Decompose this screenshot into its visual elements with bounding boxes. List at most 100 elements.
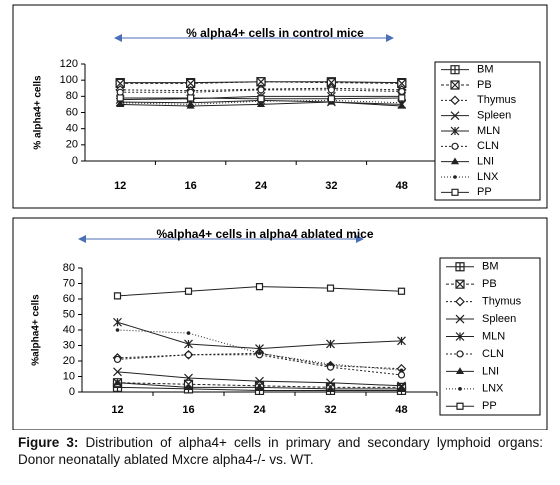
marker-part <box>255 283 264 291</box>
y-tick-label: 60 <box>66 106 78 118</box>
marker <box>398 87 406 96</box>
marker <box>450 126 460 136</box>
marker <box>455 296 465 307</box>
caption: Figure 3: Distribution of alpha4+ cells … <box>18 434 543 468</box>
marker <box>455 314 465 324</box>
marker-part <box>113 367 122 377</box>
marker-part <box>397 78 407 88</box>
legend-label: CLN <box>477 140 499 152</box>
marker-part <box>115 78 125 88</box>
legend-label: LNI <box>477 156 494 168</box>
marker-part <box>186 331 191 335</box>
marker <box>256 77 266 87</box>
marker <box>456 350 464 358</box>
y-axis-label: % alpha4+ cells <box>33 75 44 150</box>
marker-part <box>455 296 465 307</box>
marker-part <box>184 351 193 359</box>
marker-part <box>326 78 336 88</box>
marker <box>255 283 264 291</box>
marker-part <box>397 371 406 379</box>
marker <box>455 262 465 272</box>
legend-label: PB <box>477 79 492 91</box>
y-tick-label: 0 <box>69 386 75 398</box>
marker <box>450 111 460 121</box>
legend-label: PB <box>482 278 497 290</box>
legend-label: BM <box>477 64 494 76</box>
y-tick-label: 20 <box>63 355 75 367</box>
marker <box>450 157 460 165</box>
marker <box>455 367 465 374</box>
y-tick-label: 0 <box>72 155 78 167</box>
marker <box>397 384 406 392</box>
marker-part <box>184 339 193 349</box>
marker <box>186 331 191 335</box>
marker <box>257 86 265 94</box>
series-line <box>117 352 402 370</box>
caption-text: Distribution of alpha4+ cells in primary… <box>18 435 543 467</box>
marker <box>398 94 406 102</box>
marker-part <box>116 94 124 102</box>
y-tick-label: 80 <box>63 262 75 274</box>
marker <box>186 78 196 88</box>
marker <box>328 362 333 366</box>
marker <box>115 78 125 88</box>
marker-part <box>113 317 122 327</box>
marker-part <box>113 355 122 364</box>
y-tick-label: 40 <box>66 123 78 135</box>
y-tick-label: 70 <box>63 277 75 289</box>
marker <box>397 78 407 88</box>
marker-part <box>186 78 196 88</box>
caption-label: Figure 3: <box>18 435 79 450</box>
marker <box>115 328 120 332</box>
marker-part <box>326 384 335 392</box>
marker <box>450 65 460 75</box>
marker <box>450 95 460 106</box>
marker-part <box>398 87 406 96</box>
marker-part <box>327 86 335 94</box>
y-tick-label: 40 <box>63 324 75 336</box>
marker-part <box>455 279 465 289</box>
y-tick-label: 80 <box>66 90 78 102</box>
marker <box>451 188 459 196</box>
chart-title: % alpha4+ cells in control mice <box>186 26 364 40</box>
marker <box>397 101 406 109</box>
legend-label: LNX <box>477 171 499 183</box>
marker-part <box>458 387 462 391</box>
marker-part <box>184 287 193 295</box>
marker <box>257 95 265 103</box>
marker-part <box>451 142 459 150</box>
marker <box>326 77 336 88</box>
marker-part <box>399 368 404 373</box>
legend-label: PP <box>482 400 497 412</box>
marker-part <box>451 65 459 74</box>
marker-part <box>257 86 265 94</box>
marker-part <box>397 101 406 109</box>
marker <box>397 371 406 379</box>
marker-part <box>256 77 266 87</box>
marker-part <box>455 332 465 341</box>
x-tick-label: 16 <box>184 180 196 192</box>
x-tick-label: 12 <box>114 180 126 192</box>
y-tick-label: 20 <box>66 139 78 151</box>
marker-part <box>450 95 460 106</box>
marker <box>184 383 193 390</box>
y-tick-label: 120 <box>60 58 78 70</box>
marker <box>326 284 335 292</box>
x-tick-label: 12 <box>111 404 123 416</box>
marker-part <box>257 95 265 103</box>
series-line <box>120 99 402 105</box>
marker-part <box>453 175 457 179</box>
legend-label: Spleen <box>477 110 511 122</box>
x-tick-label: 16 <box>182 404 194 416</box>
y-tick-label: 30 <box>63 339 75 351</box>
marker <box>327 95 335 103</box>
marker <box>256 100 266 108</box>
marker <box>187 94 195 102</box>
x-tick-label: 32 <box>324 404 336 416</box>
marker <box>326 339 335 349</box>
marker-part <box>456 350 464 358</box>
marker <box>450 80 460 90</box>
marker <box>397 287 406 295</box>
marker <box>184 287 193 295</box>
